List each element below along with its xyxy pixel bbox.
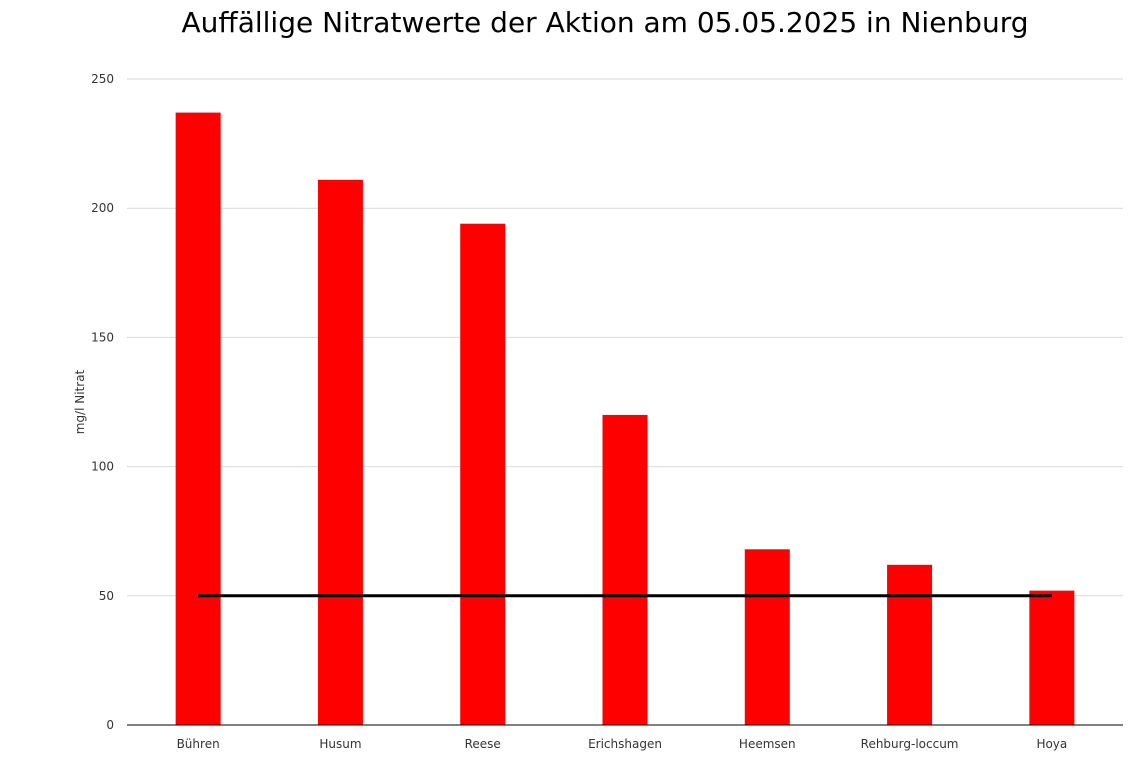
bar-b-hren (175, 112, 221, 726)
bar-reese (460, 223, 506, 726)
x-axis-ticks: Bühren Husum Reese Erichshagen Heemsen Rehbur… (177, 737, 1068, 751)
y-tick-label: 150 (91, 330, 114, 344)
y-tick-label: 0 (106, 718, 114, 732)
y-tick-label: 50 (99, 589, 114, 603)
bars (175, 112, 1075, 726)
x-tick-label: Heemsen (739, 737, 796, 751)
x-tick-label: Erichshagen (588, 737, 662, 751)
y-axis-label: mg/l Nitrat (73, 369, 87, 434)
x-tick-label: Rehburg-loccum (861, 737, 959, 751)
x-tick-label: Husum (319, 737, 361, 751)
bar-husum (317, 179, 363, 725)
y-axis-ticks: 0 50 100 150 200 250 (91, 72, 114, 732)
x-tick-label: Bühren (177, 737, 220, 751)
bar-rehburg-loccum (887, 564, 933, 725)
x-tick-label: Reese (465, 737, 501, 751)
y-tick-label: 250 (91, 72, 114, 86)
chart-title: Auffällige Nitratwerte der Aktion am 05.… (182, 6, 1029, 39)
x-tick-label: Hoya (1036, 737, 1067, 751)
bar-hoya (1029, 590, 1075, 725)
bar-heemsen (744, 549, 790, 725)
y-tick-label: 100 (91, 460, 114, 474)
bar-erichshagen (602, 414, 648, 725)
y-tick-label: 200 (91, 201, 114, 215)
